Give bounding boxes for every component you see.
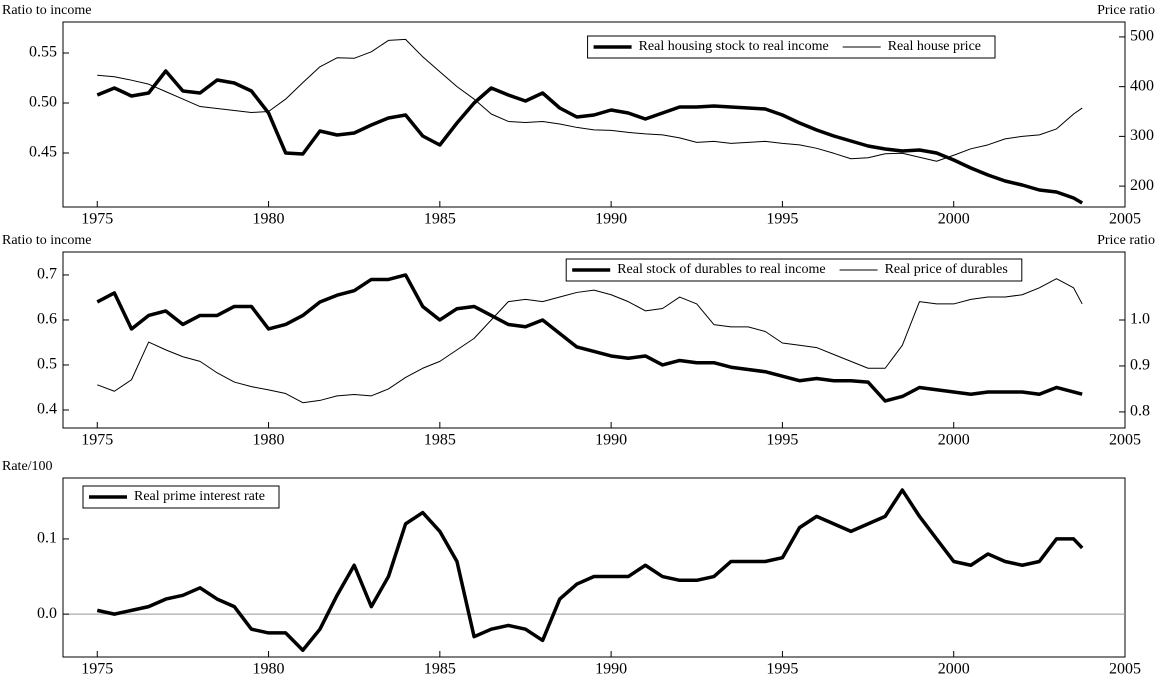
legend-box [82,485,280,509]
y-tick-label: 0.0 [37,605,57,622]
legend-box [565,258,1023,282]
y-axis-label: Ratio to income [2,233,91,248]
legend: Real stock of durables to real income Rea… [565,258,1023,282]
series-line [96,488,1084,652]
y-tick-label: 0.4 [37,401,57,418]
x-tick-label: 2005 [1109,432,1141,449]
y2-axis-label: Price ratio [1097,233,1155,248]
x-tick-label: 1985 [424,432,456,449]
y-tick-label: 0.6 [37,311,57,328]
y-axis-label: Ratio to income [2,3,91,18]
y-tick-label: 0.55 [29,44,57,61]
series-line [96,69,1084,205]
series-line [97,278,1083,404]
x-tick-label: 1995 [766,661,798,678]
legend-label: Real price of durables [885,262,1008,277]
x-tick-label: 1990 [595,432,627,449]
x-tick-label: 1975 [81,211,113,228]
legend: Real housing stock to real income Real ho… [587,35,996,59]
y2-tick-label: 200 [1130,177,1154,194]
legend: Real prime interest rate [82,485,280,509]
x-tick-label: 1980 [253,432,285,449]
y-tick-label: 0.45 [29,144,57,161]
legend-label: Real housing stock to real income [639,39,829,54]
y2-tick-label: 300 [1130,127,1154,144]
series-line [97,38,1083,162]
x-tick-label: 1975 [81,432,113,449]
x-tick-label: 2000 [938,432,970,449]
series-line [96,273,1083,403]
x-tick-label: 2000 [938,211,970,228]
x-tick-label: 1990 [595,661,627,678]
legend-label: Real stock of durables to real income [617,262,825,277]
plot-frame [62,21,1126,208]
y2-tick-label: 400 [1130,77,1154,94]
y-tick-label: 0.7 [37,266,57,283]
y2-tick-label: 0.9 [1130,357,1150,374]
x-tick-label: 1995 [766,432,798,449]
x-tick-label: 1995 [766,211,798,228]
x-tick-label: 1975 [81,661,113,678]
plot-frame [62,251,1126,429]
x-tick-label: 1980 [253,661,285,678]
y2-tick-label: 0.8 [1130,403,1150,420]
x-tick-label: 1985 [424,211,456,228]
y-axis-label: Rate/100 [2,459,53,474]
x-tick-label: 1985 [424,661,456,678]
x-tick-label: 2005 [1109,661,1141,678]
y-tick-label: 0.5 [37,356,57,373]
x-tick-label: 1980 [253,211,285,228]
y2-tick-label: 500 [1130,28,1154,45]
x-tick-label: 2000 [938,661,970,678]
x-tick-label: 2005 [1109,211,1141,228]
y2-tick-label: 1.0 [1130,311,1150,328]
x-tick-label: 1990 [595,211,627,228]
y-tick-label: 0.1 [37,530,57,547]
legend-box [587,35,996,59]
y2-axis-label: Price ratio [1097,3,1155,18]
plot-frame [62,477,1126,658]
y-tick-label: 0.50 [29,94,57,111]
legend-label: Real prime interest rate [134,489,265,504]
legend-label: Real house price [888,39,981,54]
